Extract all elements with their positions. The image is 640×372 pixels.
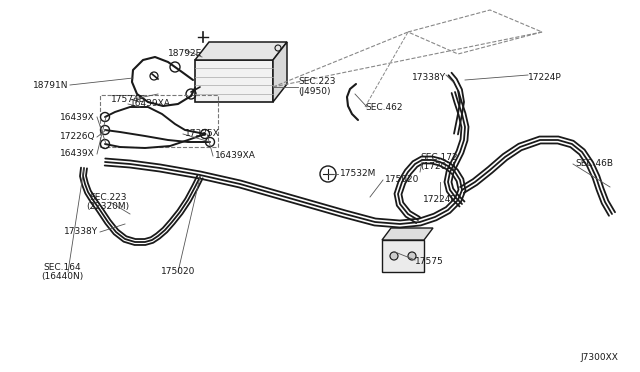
- Polygon shape: [195, 42, 287, 60]
- Text: 17575: 17575: [415, 257, 444, 266]
- Text: 17338Y: 17338Y: [64, 228, 98, 237]
- Bar: [100, 95, 218, 147]
- Text: J7300XX: J7300XX: [580, 353, 618, 362]
- Text: (J4950): (J4950): [298, 87, 330, 96]
- Text: SEC.223: SEC.223: [298, 77, 335, 87]
- Text: 16439X: 16439X: [60, 150, 95, 158]
- Circle shape: [408, 252, 416, 260]
- Bar: [195, 60, 273, 102]
- Text: (22320M): (22320M): [86, 202, 129, 212]
- Text: 17226Q: 17226Q: [60, 132, 95, 141]
- Text: SEC.46B: SEC.46B: [575, 160, 613, 169]
- Text: 18791N: 18791N: [33, 80, 68, 90]
- Text: SEC.172: SEC.172: [420, 153, 458, 161]
- Text: 17224P: 17224P: [528, 73, 562, 81]
- Polygon shape: [273, 42, 287, 102]
- Text: 17338Y: 17338Y: [412, 73, 446, 81]
- Text: 17532M: 17532M: [340, 170, 376, 179]
- Bar: [382, 240, 424, 272]
- Text: 17574E: 17574E: [111, 96, 145, 105]
- Text: SEC.223: SEC.223: [89, 192, 127, 202]
- Text: 16439X: 16439X: [60, 112, 95, 122]
- Text: 17224P: 17224P: [423, 195, 457, 203]
- Text: 17335X: 17335X: [185, 129, 220, 138]
- Text: 16439XA: 16439XA: [215, 151, 256, 160]
- Text: 16439XA: 16439XA: [130, 99, 171, 109]
- Circle shape: [390, 252, 398, 260]
- Text: 175020: 175020: [385, 176, 419, 185]
- Text: SEC.164: SEC.164: [43, 263, 81, 272]
- Text: SEC.462: SEC.462: [365, 103, 403, 112]
- Text: 175020: 175020: [161, 267, 195, 276]
- Polygon shape: [382, 228, 433, 240]
- Text: 18792E: 18792E: [168, 49, 202, 58]
- Text: (17201): (17201): [420, 163, 456, 171]
- Text: (16440N): (16440N): [41, 273, 83, 282]
